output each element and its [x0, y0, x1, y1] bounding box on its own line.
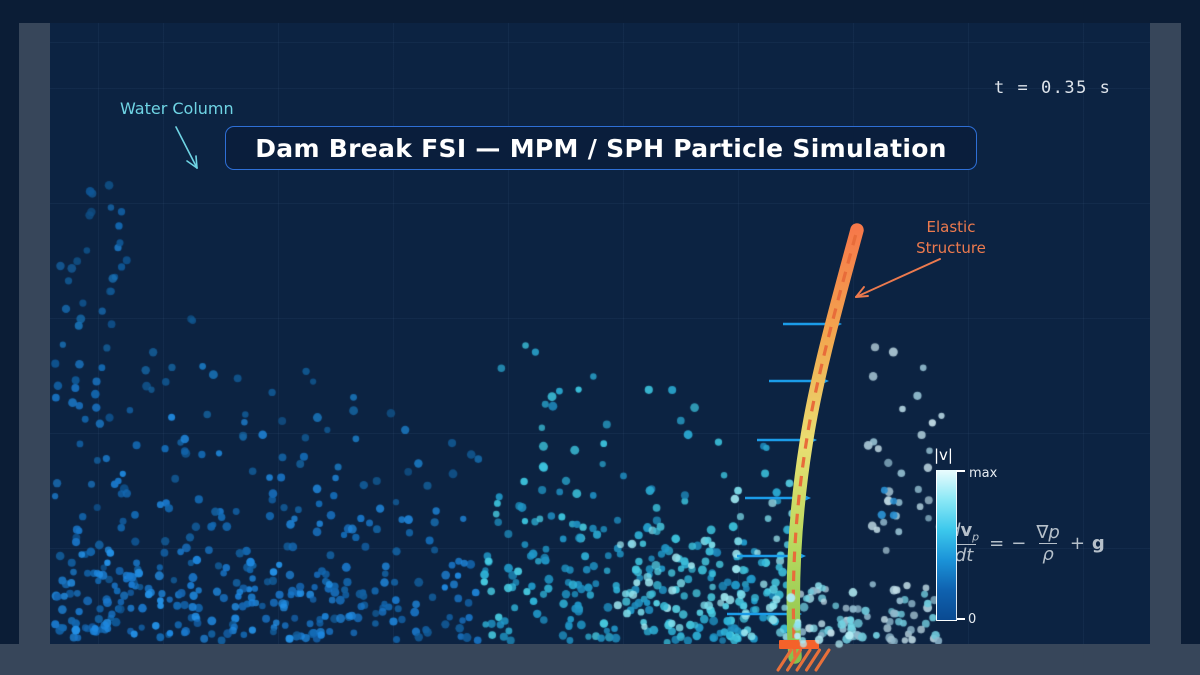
equation-equals: =: [989, 532, 1005, 554]
colorbar-min-label: 0: [968, 612, 977, 627]
equation-pressure-fraction: ∇p ρ: [1036, 521, 1060, 565]
velocity-colorbar: |v| max 0: [934, 446, 997, 627]
colorbar-max-label: max: [969, 466, 998, 481]
colorbar-tick-zero: [957, 618, 965, 620]
water-column-label: Water Column: [120, 99, 234, 118]
equation-gravity: g: [1091, 532, 1105, 554]
title-box: Dam Break FSI — MPM / SPH Particle Simul…: [225, 126, 977, 170]
colorbar-gradient: [936, 470, 957, 621]
elastic-structure-label: Elastic Structure: [916, 218, 986, 257]
figure-title: Dam Break FSI — MPM / SPH Particle Simul…: [255, 133, 947, 163]
colorbar-title: |v|: [934, 446, 953, 464]
equation-minus: −: [1011, 532, 1027, 554]
colorbar-tick-max: [957, 470, 965, 472]
time-display: t = 0.35 s: [994, 78, 1112, 98]
equation-plus: +: [1069, 532, 1085, 554]
